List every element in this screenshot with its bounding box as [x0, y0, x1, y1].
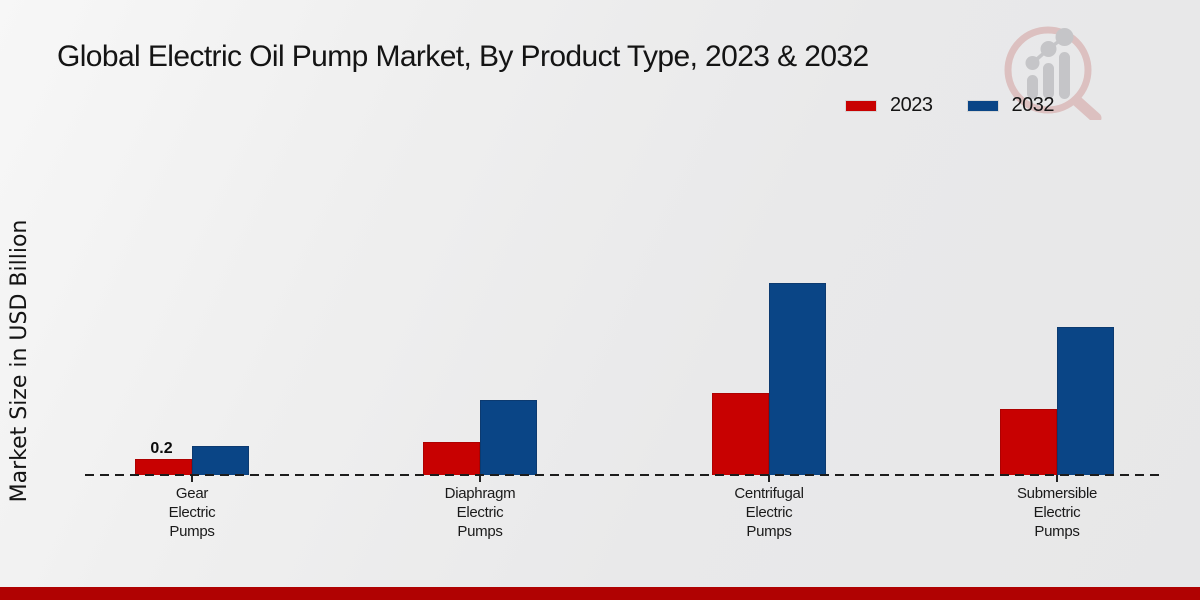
footer-accent-band	[0, 587, 1200, 600]
bar-2032-diaphragm-electric-pumps	[480, 400, 537, 475]
bar-2032-submersible-electric-pumps	[1057, 327, 1114, 475]
bar-icon	[1059, 52, 1070, 99]
bar-2023-centrifugal-electric-pumps	[712, 393, 769, 475]
legend-item-2032: 2032	[966, 94, 1055, 117]
x-axis-tick	[768, 475, 770, 482]
category-label-diaphragm: Diaphragm Electric Pumps	[444, 485, 516, 540]
bar-group-diaphragm: Diaphragm Electric Pumps	[423, 255, 537, 540]
category-label-submersible: Submersible Electric Pumps	[1016, 485, 1098, 540]
x-axis-tick	[1056, 475, 1058, 482]
bar-2023-diaphragm-electric-pumps	[423, 442, 480, 475]
category-label-gear: Gear Electric Pumps	[168, 485, 216, 540]
bar-2023-gear-electric-pumps: 0.2	[135, 440, 192, 475]
data-label: 0.2	[150, 440, 173, 457]
legend: 2023 2032	[845, 94, 1054, 117]
bar-2023-submersible-electric-pumps	[1000, 409, 1057, 475]
bar-2032-centrifugal-electric-pumps	[769, 283, 826, 475]
y-axis-label: Market Size in USD Billion	[7, 219, 32, 503]
legend-label-2032: 2032	[1011, 94, 1055, 116]
magnifier-handle-icon	[1071, 95, 1102, 120]
bar-group-gear: 0.2 Gear Electric Pumps	[135, 255, 249, 540]
legend-swatch-2032	[966, 99, 999, 112]
x-axis-tick	[191, 475, 193, 482]
legend-swatch-2023	[845, 99, 877, 112]
dot-icon	[1040, 41, 1057, 57]
bar-group-submersible: Submersible Electric Pumps	[1000, 255, 1114, 540]
x-axis-dashed-baseline	[85, 474, 1165, 476]
legend-label-2023: 2023	[890, 94, 933, 116]
category-label-centrifugal: Centrifugal Electric Pumps	[734, 485, 804, 540]
magnifier-ring-icon	[1004, 26, 1092, 114]
bar-2032-gear-electric-pumps	[192, 446, 249, 475]
bar-icon	[1043, 63, 1054, 99]
dot-icon	[1055, 28, 1074, 46]
bar-icon	[1027, 75, 1038, 99]
legend-item-2023: 2023	[845, 94, 933, 117]
magnifier-growth-chart-logo	[1004, 26, 1102, 120]
dot-icon	[1025, 56, 1040, 70]
x-axis-tick	[479, 475, 481, 482]
bar-group-centrifugal: Centrifugal Electric Pumps	[712, 255, 826, 540]
chart-title: Global Electric Oil Pump Market, By Prod…	[57, 40, 869, 73]
plot-area: 0.2 Gear Electric Pumps Diaphragm Electr…	[85, 255, 1165, 540]
